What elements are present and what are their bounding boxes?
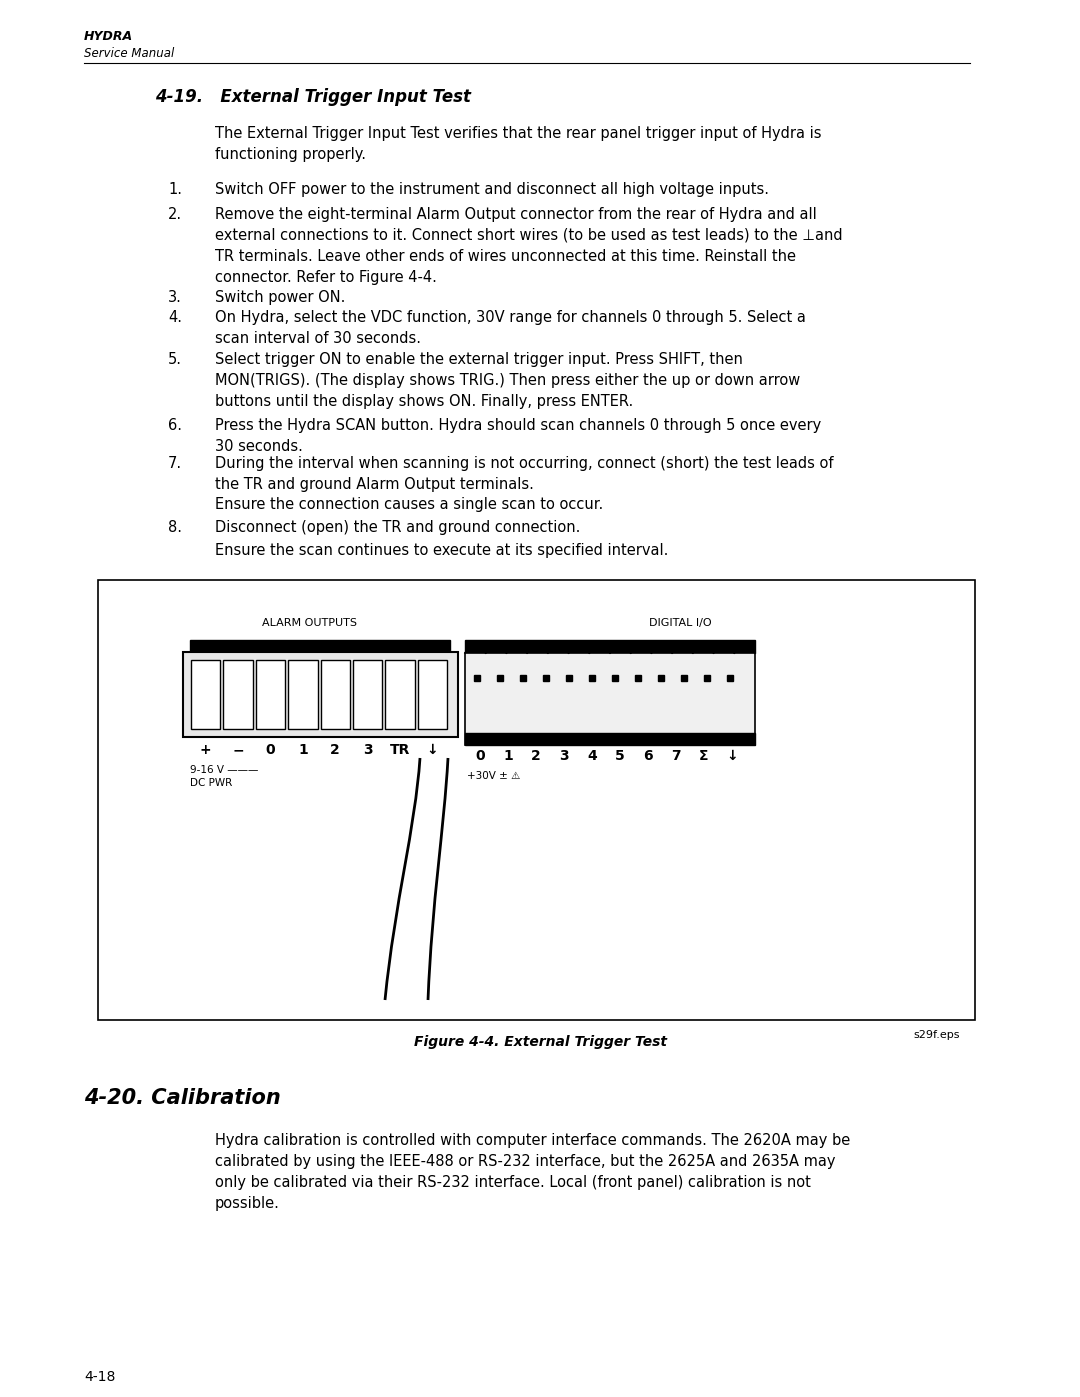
Bar [566, 675, 572, 680]
Text: 4-19.   External Trigger Input Test: 4-19. External Trigger Input Test [156, 88, 471, 106]
Text: 4-20. Calibration: 4-20. Calibration [84, 1088, 281, 1108]
Bar [98, 580, 975, 1020]
Text: ↓: ↓ [726, 749, 738, 763]
Bar [519, 675, 526, 680]
Bar [681, 675, 687, 680]
Text: 0: 0 [475, 749, 485, 763]
Text: 6.: 6. [168, 418, 183, 433]
Text: Select trigger ON to enable the external trigger input. Press SHIFT, then
MON(TR: Select trigger ON to enable the external… [215, 352, 800, 409]
Bar [635, 675, 642, 680]
Bar [543, 675, 549, 680]
Text: 2: 2 [330, 743, 340, 757]
Text: +: + [200, 743, 212, 757]
Bar [658, 675, 664, 680]
Text: 8.: 8. [168, 520, 183, 535]
Text: 1: 1 [503, 749, 513, 763]
Text: DIGITAL I/O: DIGITAL I/O [649, 617, 712, 629]
Bar [727, 675, 733, 680]
Text: −: − [232, 743, 244, 757]
Text: 4: 4 [588, 749, 597, 763]
Text: On Hydra, select the VDC function, 30V range for channels 0 through 5. Select a
: On Hydra, select the VDC function, 30V r… [215, 310, 806, 346]
Bar [288, 659, 318, 729]
Text: Press the Hydra SCAN button. Hydra should scan channels 0 through 5 once every
3: Press the Hydra SCAN button. Hydra shoul… [215, 418, 821, 454]
Text: 9-16 V ———: 9-16 V ——— [190, 766, 258, 775]
Bar [465, 640, 755, 652]
Bar [321, 659, 350, 729]
Text: Service Manual: Service Manual [84, 47, 174, 60]
Bar [418, 659, 447, 729]
Text: 3: 3 [559, 749, 569, 763]
Text: 1.: 1. [168, 182, 183, 197]
Text: 7: 7 [671, 749, 680, 763]
Bar [465, 733, 755, 745]
Text: 2.: 2. [168, 207, 183, 222]
Text: s29f.eps: s29f.eps [914, 1030, 960, 1039]
Text: 1: 1 [298, 743, 308, 757]
Text: Hydra calibration is controlled with computer interface commands. The 2620A may : Hydra calibration is controlled with com… [215, 1133, 850, 1211]
Bar [704, 675, 710, 680]
Bar [256, 659, 285, 729]
Bar [224, 659, 253, 729]
Text: TR: TR [390, 743, 410, 757]
Text: 7.: 7. [168, 455, 183, 471]
Text: DC PWR: DC PWR [190, 778, 232, 788]
Text: Figure 4-4. External Trigger Test: Figure 4-4. External Trigger Test [414, 1035, 666, 1049]
Bar [353, 659, 382, 729]
Text: 2: 2 [531, 749, 541, 763]
Bar [191, 659, 220, 729]
Text: 4-18: 4-18 [84, 1370, 116, 1384]
Text: Σ: Σ [699, 749, 708, 763]
Text: Ensure the connection causes a single scan to occur.: Ensure the connection causes a single sc… [215, 497, 604, 511]
Text: HYDRA: HYDRA [84, 29, 133, 43]
Text: 6: 6 [644, 749, 652, 763]
Bar [190, 640, 450, 652]
Text: 5.: 5. [168, 352, 183, 367]
Text: 3: 3 [363, 743, 373, 757]
Text: The External Trigger Input Test verifies that the rear panel trigger input of Hy: The External Trigger Input Test verifies… [215, 126, 822, 162]
Text: Ensure the scan continues to execute at its specified interval.: Ensure the scan continues to execute at … [215, 543, 669, 557]
Text: Disconnect (open) the TR and ground connection.: Disconnect (open) the TR and ground conn… [215, 520, 580, 535]
Text: +30V ± ⚠: +30V ± ⚠ [467, 771, 521, 781]
Text: Switch OFF power to the instrument and disconnect all high voltage inputs.: Switch OFF power to the instrument and d… [215, 182, 769, 197]
Text: Remove the eight-terminal Alarm Output connector from the rear of Hydra and all
: Remove the eight-terminal Alarm Output c… [215, 207, 842, 285]
Text: During the interval when scanning is not occurring, connect (short) the test lea: During the interval when scanning is not… [215, 455, 834, 492]
Text: ↓: ↓ [427, 743, 438, 757]
Text: 0: 0 [266, 743, 275, 757]
Bar [465, 652, 755, 745]
Text: 4.: 4. [168, 310, 183, 326]
Bar [474, 675, 480, 680]
Bar [612, 675, 618, 680]
Bar [183, 652, 458, 738]
Bar [589, 675, 595, 680]
Text: 5: 5 [616, 749, 625, 763]
Bar [497, 675, 503, 680]
Text: ALARM OUTPUTS: ALARM OUTPUTS [262, 617, 357, 629]
Text: Switch power ON.: Switch power ON. [215, 291, 346, 305]
Text: 3.: 3. [168, 291, 181, 305]
Bar [386, 659, 415, 729]
